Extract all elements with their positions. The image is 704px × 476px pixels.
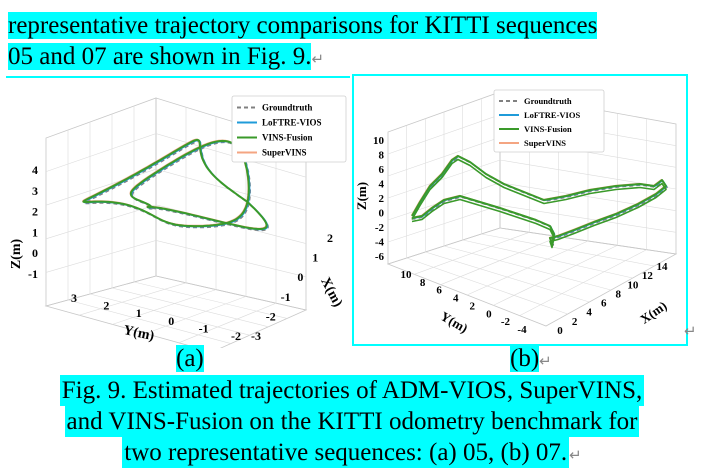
z-axis-tick-label: 6: [379, 164, 385, 176]
x-axis-tick-label: 2: [327, 231, 333, 245]
legend-entry-label: Groundtruth: [524, 96, 572, 106]
x-axis-tick-label: 2: [572, 316, 578, 328]
y-axis-tick-label: 8: [420, 277, 426, 289]
y-axis-tick-label: 2: [470, 300, 476, 312]
y-axis-tick-label: 3: [71, 291, 77, 305]
y-axis-tick-label: -1: [199, 321, 209, 335]
z-axis-tick-label: -4: [375, 237, 385, 249]
z-axis-tick-label: 4: [32, 163, 38, 177]
axis-label-y-b: Y(m): [438, 308, 471, 335]
y-axis-tick-label: 4: [453, 293, 459, 305]
vins-fusion-trajectory: [411, 155, 667, 245]
return-mark-icon: ↵: [311, 50, 325, 68]
paragraph-line-1: representative trajectory comparisons fo…: [8, 12, 598, 39]
y-axis-tick-label: -2: [231, 329, 241, 343]
x-axis-tick-label: -3: [251, 329, 261, 343]
y-axis-tick-label: 2: [103, 299, 109, 313]
y-axis-tick-label: 0: [168, 314, 174, 328]
figure-caption: Fig. 9. Estimated trajectories of ADM-VI…: [0, 375, 704, 471]
legend-a: Groundtruth LoFTRE-VIOS VINS-Fusion SuperVI…: [231, 95, 347, 163]
groundtruth-trajectory: [412, 156, 668, 246]
axis-label-z-b: Z(m): [354, 182, 369, 210]
x-axis-tick-label: 14: [657, 261, 669, 273]
legend-entry-label: VINS-Fusion: [524, 124, 572, 134]
x-axis-tick-label: 6: [601, 298, 607, 310]
y-axis-tick-label: 6: [436, 285, 442, 297]
legend-entry-label: SuperVINS: [262, 148, 307, 158]
z-axis-tick-label: 2: [32, 205, 38, 219]
legend-entry-label: LoFTRE-VIOS: [524, 110, 580, 120]
axis-label-y-a: Y(m): [122, 323, 156, 344]
z-axis-tick-label: -2: [375, 222, 385, 234]
return-mark-icon: ↵: [569, 446, 582, 464]
z-axis-tick-label: 8: [379, 150, 385, 162]
x-axis-tick-label: 1: [312, 251, 318, 265]
paragraph-line-2: 05 and 07 are shown in Fig. 9.: [8, 43, 312, 70]
z-axis-tick-label: 10: [373, 135, 385, 147]
sublabel-a: (a): [176, 345, 204, 372]
x-axis-tick-label: 0: [297, 270, 303, 284]
legend-b: Groundtruth LoFTRE-VIOS VINS-Fusion SuperVI…: [493, 89, 605, 153]
x-axis-tick-label: 0: [557, 325, 563, 337]
legend-entry-label: LoFTRE-VIOS: [262, 118, 322, 128]
z-axis-tick-label: 2: [379, 193, 385, 205]
z-axis-tick-label: 3: [32, 184, 38, 198]
vins-fusion-trajectory: [82, 138, 268, 230]
axis-label-x-b: X(m): [637, 298, 669, 327]
x-axis-tick-label: 8: [616, 288, 622, 300]
caption-line-1: Fig. 9. Estimated trajectories of ADM-VI…: [59, 375, 645, 406]
y-axis-tick-label: 10: [401, 269, 413, 281]
vins-fusion-trajectory-return: [411, 158, 667, 249]
legend-entry-label: Groundtruth: [262, 103, 312, 113]
axis-label-x-a: X(m): [317, 275, 345, 310]
z-axis-tick-label: -6: [375, 251, 385, 263]
return-mark-icon: ↵: [539, 352, 552, 370]
y-axis-tick-label: 0: [486, 308, 492, 320]
z-axis-tick-label: 4: [379, 179, 385, 191]
return-mark-icon: ↵: [684, 322, 697, 340]
x-axis-tick-label: 12: [642, 270, 654, 282]
y-axis-tick-label: -4: [517, 324, 527, 336]
x-axis-tick-label: -2: [266, 309, 276, 323]
sublabel-b: (b)↵: [510, 345, 552, 372]
axis-label-z-a: Z(m): [9, 239, 24, 270]
caption-line-2: and VINS-Fusion on the KITTI odometry be…: [64, 406, 640, 437]
caption-line-3: two representative sequences: (a) 05, (b…: [122, 437, 570, 468]
z-axis-tick-label: 0: [379, 208, 385, 220]
figure-panel-a: 4 3 2 1 0 -1 3 2 1 0 -1 -2 2 1 0 -1 -2 -3 Z(m) Y(m) X(m) …: [6, 76, 350, 348]
y-axis-tick-label: -2: [501, 316, 511, 328]
z-axis-tick-label: 0: [32, 246, 38, 260]
x-axis-tick-label: -1: [281, 290, 291, 304]
y-axis-tick-label: 1: [136, 306, 142, 320]
figure-panel-b: 10 8 6 4 2 0 -2 -4 -6 10 8 6 4 2 0 -2 -4 0 2 4 6 8 10 12 14 Z(m)…: [352, 74, 688, 346]
body-paragraph: representative trajectory comparisons fo…: [8, 10, 698, 75]
z-axis-tick-label: -1: [28, 267, 38, 281]
z-axis-tick-label: 1: [32, 225, 38, 239]
legend-entry-label: SuperVINS: [524, 138, 566, 148]
legend-entry-label: VINS-Fusion: [262, 133, 313, 143]
x-axis-tick-label: 10: [627, 279, 639, 291]
x-axis-tick-label: 4: [586, 307, 592, 319]
